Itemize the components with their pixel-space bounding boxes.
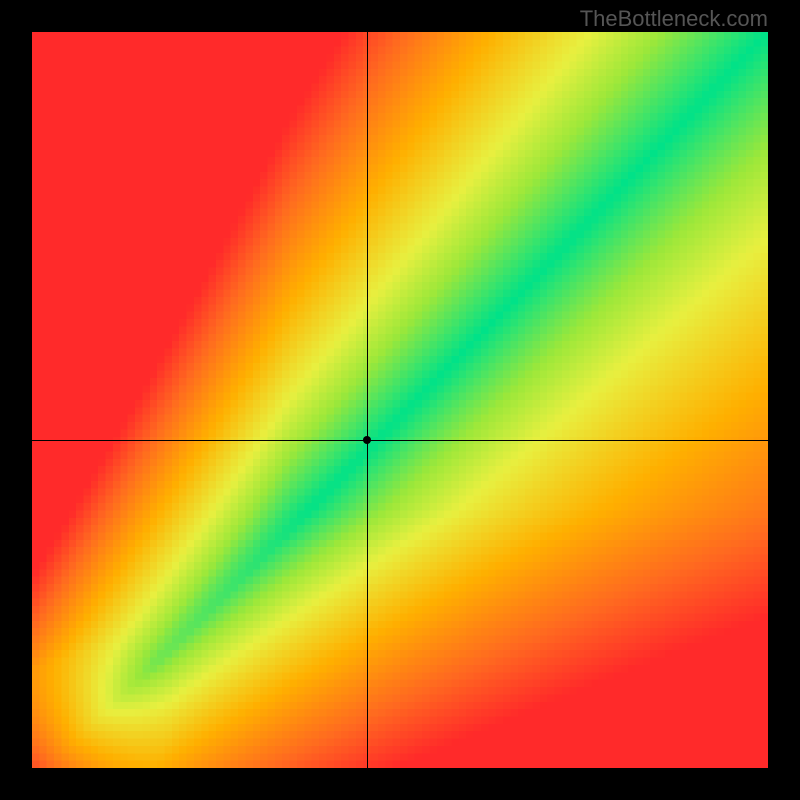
selection-marker	[363, 436, 371, 444]
crosshair-vertical	[367, 32, 368, 768]
crosshair-horizontal	[32, 440, 768, 441]
bottleneck-heatmap	[32, 32, 768, 768]
watermark-text: TheBottleneck.com	[580, 6, 768, 32]
plot-area	[32, 32, 768, 768]
